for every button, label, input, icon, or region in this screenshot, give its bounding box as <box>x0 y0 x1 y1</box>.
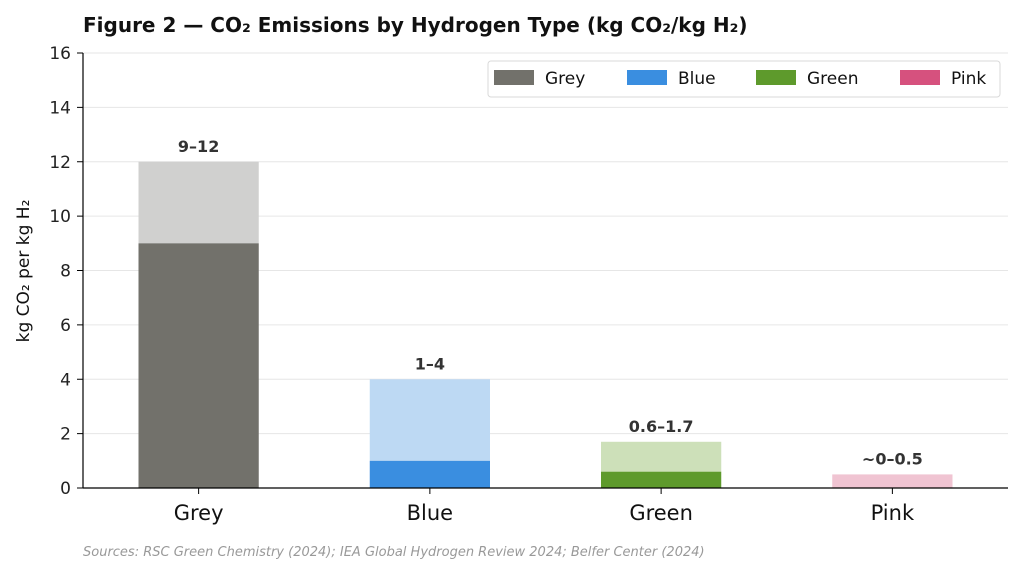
y-axis-label: kg CO₂ per kg H₂ <box>14 200 34 343</box>
legend-items: Grey Blue Green Pink <box>494 69 986 89</box>
data-label: 9–12 <box>178 137 219 156</box>
bar-range-blue <box>369 379 490 461</box>
data-label: 1–4 <box>415 354 445 373</box>
y-tick-label: 4 <box>60 370 71 390</box>
y-tick-label: 8 <box>60 262 71 282</box>
data-label: 0.6–1.7 <box>629 417 694 436</box>
bar-min-grey <box>138 243 259 488</box>
y-ticks: 0 2 4 6 8 10 12 14 16 <box>49 44 83 499</box>
x-tick-label: Pink <box>871 501 915 525</box>
y-tick-label: 2 <box>60 425 71 445</box>
x-tick-label: Grey <box>174 501 224 525</box>
legend-frame <box>487 60 1001 98</box>
bar-range-pink <box>832 474 953 488</box>
data-labels: 9–12 1–4 0.6–1.7 ~0–0.5 <box>178 137 923 469</box>
y-tick-label: 10 <box>49 207 71 227</box>
bar-min-green <box>601 471 722 488</box>
legend: Grey Blue Green Pink <box>487 60 1001 98</box>
y-tick-label: 0 <box>60 479 71 499</box>
legend-label: Green <box>807 69 858 89</box>
legend-label: Grey <box>545 69 585 89</box>
data-label: ~0–0.5 <box>862 449 923 468</box>
legend-swatch-green <box>756 70 796 85</box>
x-labels: Grey Blue Green Pink <box>174 488 915 525</box>
bars <box>138 161 953 488</box>
legend-label: Pink <box>951 69 986 89</box>
bar-range-grey <box>138 161 259 244</box>
y-tick-label: 16 <box>49 44 71 64</box>
y-tick-label: 12 <box>49 153 71 173</box>
source-note: Sources: RSC Green Chemistry (2024); IEA… <box>83 545 705 560</box>
y-tick-label: 14 <box>49 98 71 118</box>
x-tick-label: Blue <box>407 501 453 525</box>
legend-swatch-blue <box>627 70 667 85</box>
y-tick-label: 6 <box>60 316 71 336</box>
bar-min-blue <box>369 460 490 488</box>
legend-swatch-pink <box>900 70 940 85</box>
legend-label: Blue <box>678 69 716 89</box>
x-tick-label: Green <box>629 501 693 525</box>
chart-title: Figure 2 — CO₂ Emissions by Hydrogen Typ… <box>83 13 748 37</box>
legend-swatch-grey <box>494 70 534 85</box>
bar-range-green <box>601 441 722 472</box>
